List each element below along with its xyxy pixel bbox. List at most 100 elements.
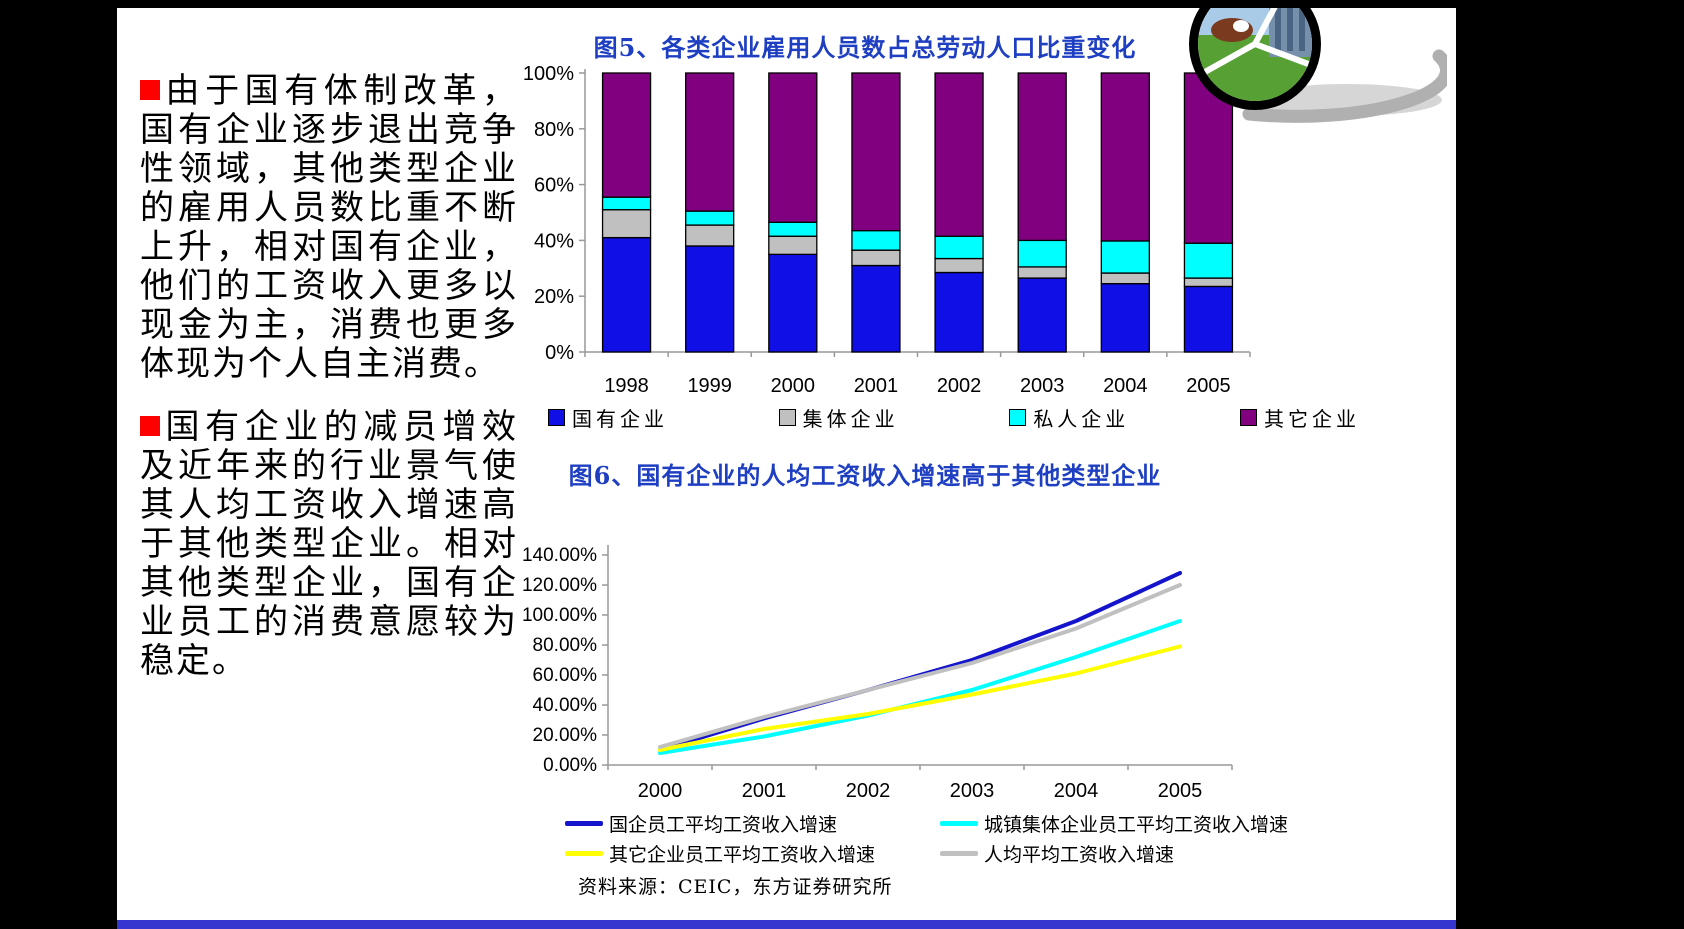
figure5-title: 图5、各类企业雇用人员数占总劳动人口比重变化 [593, 33, 1137, 62]
legend-item: 国有企业 [548, 403, 668, 432]
logo-cow-patch [1233, 20, 1249, 32]
bar-segment-集体企业 [1183, 277, 1234, 288]
bottom-accent-bar [117, 920, 1456, 929]
legend-item: 国企员工平均工资收入增速 [565, 810, 940, 837]
paragraph-text: 由于国有体制改革，国有企业逐步退出竞争性领域，其他类型企业的雇用人员数比重不断上… [140, 71, 518, 384]
y-tick-label: 0% [545, 342, 574, 364]
y-tick-label: 20% [534, 286, 574, 308]
figure6-legend: 国企员工平均工资收入增速 城镇集体企业员工平均工资收入增速其它企业员工平均工资收入… [565, 808, 1365, 868]
y-tick-label: 20.00% [533, 725, 598, 746]
legend-label: 国有企业 [572, 406, 668, 431]
x-tick-label: 1998 [604, 375, 649, 397]
x-tick-label: 2000 [638, 780, 683, 802]
bar-segment-私人企业 [1017, 239, 1067, 268]
bar-segment-集体企业 [1100, 272, 1150, 285]
bar-segment-集体企业 [768, 235, 818, 255]
legend-label: 人均平均工资收入增速 [984, 843, 1175, 866]
x-tick-label: 2005 [1158, 780, 1203, 802]
bar-segment-私人企业 [851, 229, 901, 251]
x-tick-label: 2002 [846, 780, 891, 802]
legend-square-swatch [778, 408, 796, 426]
legend-line-swatch [940, 820, 978, 826]
legend-item: 城镇集体企业员工平均工资收入增速 [940, 810, 1365, 837]
legend-label: 集体企业 [802, 406, 899, 431]
figure6-title: 图6、国有企业的人均工资收入增速高于其他类型企业 [568, 461, 1162, 490]
x-tick-label: 2002 [937, 375, 982, 397]
legend-line-swatch [940, 850, 978, 856]
figure6-line-chart: 0.00% 20.00% 40.00% 60.00% 80.00% 100.00% 120.… [522, 545, 1233, 802]
y-tick-label: 140.00% [522, 545, 597, 566]
x-tick-label: 2003 [950, 780, 995, 802]
legend-label: 城镇集体企业员工平均工资收入增速 [984, 813, 1289, 836]
bar-segment-国有企业 [1100, 282, 1150, 353]
y-tick-label: 100.00% [522, 605, 597, 626]
bar-segment-国有企业 [768, 253, 818, 353]
line-series-人均平均工资收入增速 [658, 583, 1182, 749]
logo-divider [1252, 8, 1290, 46]
y-tick-label: 120.00% [522, 575, 597, 596]
bar-segment-国有企业 [601, 236, 652, 353]
slide: 由于国有体制改革，国有企业逐步退出竞争性领域，其他类型企业的雇用人员数比重不断上… [117, 8, 1456, 929]
bar-segment-其它企业 [1100, 72, 1150, 242]
bar-segment-私人企业 [1183, 242, 1234, 279]
red-square-bullet-icon [140, 80, 160, 100]
legend-label: 其它企业员工平均工资收入增速 [609, 843, 876, 866]
bar-segment-国有企业 [1183, 285, 1234, 353]
bar-segment-其它企业 [1017, 72, 1067, 242]
legend-item: 集体企业 [778, 403, 899, 432]
figure5-legend: 国有企业 集体企业 私人企业 其它企业 [548, 403, 1360, 432]
bar-segment-私人企业 [934, 235, 984, 260]
x-tick-label: 2004 [1103, 375, 1148, 397]
legend-square-swatch [548, 408, 565, 426]
y-tick-label: 100% [523, 63, 574, 85]
x-tick-label: 2000 [771, 375, 816, 397]
y-tick-label: 60% [534, 175, 574, 197]
legend-line-swatch [565, 820, 603, 826]
x-tick-label: 2004 [1054, 780, 1099, 802]
logo-divider [1253, 41, 1312, 71]
bar-segment-集体企业 [685, 224, 735, 247]
x-tick-label: 1999 [687, 375, 732, 397]
bar-segment-其它企业 [851, 72, 901, 232]
logo-building [1275, 8, 1281, 51]
paragraph-text: 国有企业的减员增效及近年来的行业景气使其人均工资收入增速高于其他类型企业。相对其… [140, 407, 518, 681]
bar-segment-私人企业 [1100, 240, 1150, 274]
line-series-其它企业员工平均工资收入增速 [658, 644, 1182, 752]
bar-segment-集体企业 [851, 249, 901, 267]
commentary-panel: 由于国有体制改革，国有企业逐步退出竞争性领域，其他类型企业的雇用人员数比重不断上… [140, 72, 518, 705]
y-tick-label: 0.00% [543, 755, 597, 776]
legend-label: 其它企业 [1263, 406, 1360, 431]
y-tick-label: 80% [534, 119, 574, 141]
legend-item: 人均平均工资收入增速 [940, 840, 1365, 867]
bar-segment-其它企业 [934, 72, 984, 237]
x-tick-label: 2001 [854, 375, 899, 397]
y-tick-label: 40% [534, 230, 574, 252]
logo-photo-collage [1198, 8, 1312, 101]
legend-label: 国企员工平均工资收入增速 [609, 813, 838, 836]
x-tick-label: 2001 [742, 780, 787, 802]
paragraph: 由于国有体制改革，国有企业逐步退出竞争性领域，其他类型企业的雇用人员数比重不断上… [140, 72, 518, 384]
bar-segment-集体企业 [1017, 266, 1067, 279]
legend-square-swatch [1239, 408, 1257, 426]
source-note: 资料来源：CEIC，东方证券研究所 [578, 876, 893, 898]
legend-square-swatch [1009, 408, 1027, 426]
legend-item: 其它企业 [1239, 403, 1360, 432]
legend-label: 私人企业 [1033, 406, 1130, 431]
y-tick-label: 80.00% [533, 635, 598, 656]
legend-item: 其它企业员工平均工资收入增速 [565, 840, 940, 867]
bar-segment-其它企业 [685, 72, 735, 212]
bar-segment-其它企业 [601, 72, 652, 198]
bar-segment-国有企业 [1017, 277, 1067, 353]
bar-segment-国有企业 [934, 271, 984, 353]
logo-building [1299, 8, 1305, 51]
bar-segment-集体企业 [934, 257, 984, 274]
x-tick-label: 2003 [1020, 375, 1065, 397]
bar-segment-私人企业 [768, 221, 818, 237]
bar-segment-私人企业 [685, 210, 735, 226]
bar-segment-国有企业 [685, 245, 735, 353]
y-tick-label: 60.00% [533, 665, 598, 686]
logo-swoosh [1242, 49, 1447, 123]
bar-segment-私人企业 [601, 196, 652, 211]
logo-building [1287, 8, 1293, 51]
